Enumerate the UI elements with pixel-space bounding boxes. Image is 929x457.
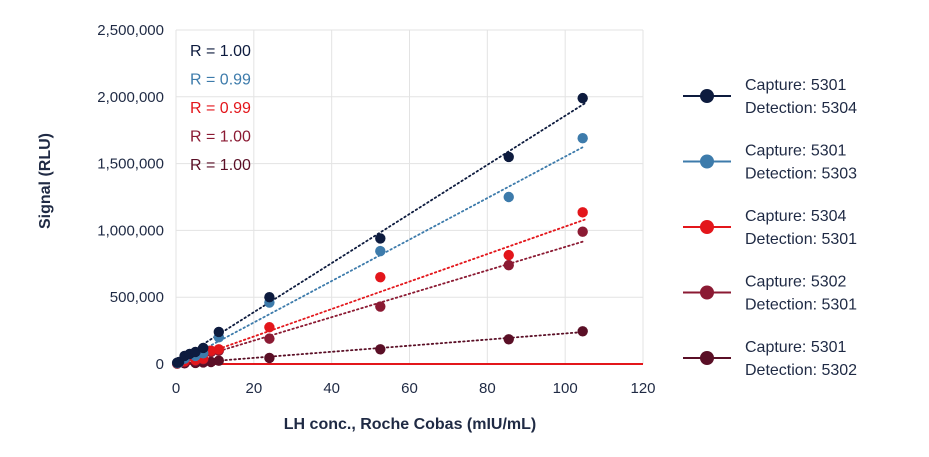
grid [175,29,644,365]
data-point [577,133,588,144]
legend-marker [700,285,714,300]
data-point [375,271,386,283]
data-point [503,249,514,261]
legend-item: Capture: 5301 Detection: 5303 [683,143,857,183]
data-point [503,191,514,203]
data-point [264,292,275,303]
legend-label-detection: Detection: 5304 [745,100,857,117]
legend-label-detection: Detection: 5303 [745,166,857,183]
x-tick-label: 100 [553,380,578,397]
data-point [375,301,386,312]
r-value-label: R = 1.00 [190,43,251,60]
correlation-labels: R = 1.00 R = 0.99 R = 0.99 R = 1.00 R = 1.00 [190,43,251,174]
data-point [264,352,275,364]
legend-marker [700,220,714,234]
x-axis-title: LH conc., Roche Cobas (mIU/mL) [284,416,536,433]
data-point [375,245,386,257]
legend-label-detection: Detection: 5302 [745,362,857,379]
data-point [213,344,225,355]
data-point [503,259,514,271]
r-value-label: R = 1.00 [190,157,251,174]
trendline [175,102,586,363]
legend-item: Capture: 5301 Detection: 5302 [683,339,857,379]
x-tick-label: 0 [172,380,180,397]
legend-label-capture: Capture: 5304 [745,208,847,225]
legend-item: Capture: 5302 Detection: 5301 [683,274,857,314]
data-point [213,355,225,366]
r-value-label: R = 0.99 [190,100,251,117]
legend-marker [700,351,714,365]
legend-label-detection: Detection: 5301 [745,231,857,248]
x-tick-label: 20 [245,380,262,397]
x-tick-label: 60 [401,380,418,397]
y-tick-label: 2,000,000 [97,89,164,106]
legend-label-capture: Capture: 5301 [745,339,847,356]
legend-marker [700,154,714,169]
x-tick-label: 120 [630,380,655,397]
data-point [264,333,275,344]
data-point [577,226,588,237]
data-point [190,346,201,358]
legend-item: Capture: 5301 Detection: 5304 [683,77,857,117]
legend-label-capture: Capture: 5301 [745,143,847,160]
legend-label-detection: Detection: 5301 [745,297,857,314]
legend-item: Capture: 5304 Detection: 5301 [683,208,857,248]
data-point [503,151,514,163]
y-axis-title: Signal (RLU) [37,133,54,229]
r-value-label: R = 0.99 [190,72,251,89]
y-tick-label: 0 [156,356,164,373]
data-point [577,207,588,218]
r-value-label: R = 1.00 [190,129,251,146]
data-point [577,326,588,337]
axes: 0 20 40 60 80 100 120 0 500,000 1,000,000 1,500,00… [97,22,655,397]
y-tick-label: 2,500,000 [97,22,164,39]
data-point [198,342,209,354]
data-point [375,233,386,244]
x-tick-label: 80 [479,380,496,397]
legend-marker [700,89,714,103]
trendline [175,218,586,365]
legend-label-capture: Capture: 5302 [745,274,847,291]
x-tick-label: 40 [323,380,340,397]
data-point [375,344,386,355]
legend-label-capture: Capture: 5301 [745,77,847,94]
data-point [577,92,588,104]
trendline [175,331,586,365]
data-point [213,326,225,338]
data-points [171,92,588,369]
y-tick-label: 1,000,000 [97,222,164,239]
data-point [264,322,275,333]
y-tick-label: 1,500,000 [97,156,164,173]
trendlines [175,102,586,365]
y-tick-label: 500,000 [110,289,164,306]
data-point [503,334,514,345]
